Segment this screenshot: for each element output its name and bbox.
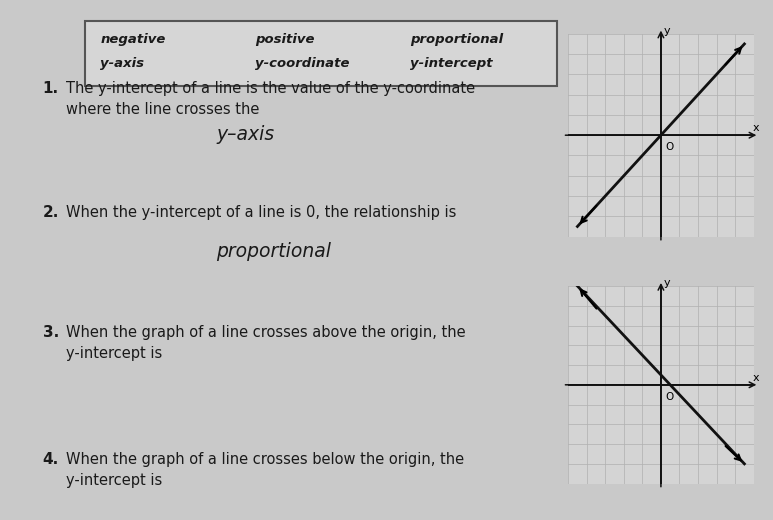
Text: y: y xyxy=(664,278,671,288)
Text: proportional: proportional xyxy=(410,33,502,46)
Text: When the y-intercept of a line is 0, the relationship is: When the y-intercept of a line is 0, the… xyxy=(66,205,456,220)
Text: 4.: 4. xyxy=(43,452,59,467)
Text: 3.: 3. xyxy=(43,325,59,340)
Text: positive: positive xyxy=(255,33,315,46)
Text: x: x xyxy=(752,123,759,133)
Text: x: x xyxy=(752,373,759,383)
Text: y–axis: y–axis xyxy=(216,125,274,144)
Text: O: O xyxy=(665,392,673,401)
Text: 2.: 2. xyxy=(43,205,59,220)
Text: y-coordinate: y-coordinate xyxy=(255,57,349,70)
Text: When the graph of a line crosses above the origin, the
y-intercept is: When the graph of a line crosses above t… xyxy=(66,325,465,361)
FancyBboxPatch shape xyxy=(85,21,557,86)
Text: O: O xyxy=(665,142,673,152)
Text: y-axis: y-axis xyxy=(100,57,145,70)
Text: 1.: 1. xyxy=(43,81,59,96)
Text: y: y xyxy=(664,26,671,36)
Text: proportional: proportional xyxy=(216,242,332,261)
Text: The y-intercept of a line is the value of the y-coordinate
where the line crosse: The y-intercept of a line is the value o… xyxy=(66,81,475,116)
Text: y-intercept: y-intercept xyxy=(410,57,492,70)
Text: negative: negative xyxy=(100,33,166,46)
Text: When the graph of a line crosses below the origin, the
y-intercept is: When the graph of a line crosses below t… xyxy=(66,452,464,488)
